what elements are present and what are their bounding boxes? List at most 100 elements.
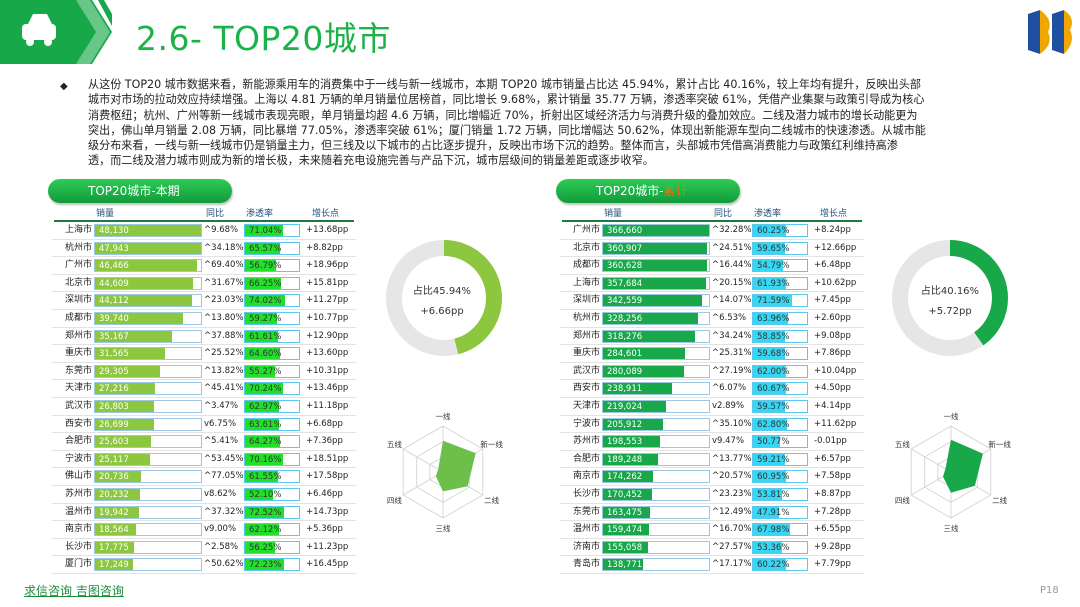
sales-value: 31,565 <box>99 349 129 360</box>
growth-value: +7.36pp <box>306 436 343 447</box>
growth-value: +17.58pp <box>306 471 349 482</box>
yoy-value: ^37.88% <box>204 330 244 341</box>
penetration-bar-track: 62.00% <box>752 364 808 378</box>
sales-bar-track: 26,699 <box>94 417 202 431</box>
table-row: 天津市 219,024 v2.89% 59.57% +4.14pp <box>560 398 864 416</box>
yoy-value: ^23.23% <box>712 489 752 499</box>
row-divider <box>52 256 356 258</box>
penetration-bar <box>245 506 285 518</box>
footer-link[interactable]: 求信咨询 吉图咨询 <box>24 584 124 598</box>
growth-value: +8.24pp <box>814 225 851 235</box>
table-row: 武汉市 26,803 ^3.47% 62.97% +11.18pp <box>52 398 356 416</box>
yoy-value: ^77.05% <box>204 471 244 482</box>
penetration-bar <box>245 242 281 254</box>
sales-value: 219,024 <box>607 402 643 412</box>
row-divider <box>560 273 864 275</box>
city-name: 南京市 <box>572 471 600 482</box>
penetration-bar-track: 59.21% <box>752 452 808 466</box>
city-name: 宁波市 <box>64 453 92 464</box>
left-col-sales: 销量 <box>96 209 115 219</box>
growth-value: +15.81pp <box>306 277 349 288</box>
sales-bar-track: 318,276 <box>602 329 710 343</box>
penetration-bar <box>753 524 790 536</box>
yoy-value: ^25.31% <box>712 348 752 359</box>
yoy-value: ^34.18% <box>204 242 244 253</box>
penetration-bar <box>753 225 786 236</box>
right-donut-sub: +5.72pp <box>928 306 972 317</box>
penetration-value: 59.65% <box>757 243 790 254</box>
penetration-bar-track: 56.79% <box>244 259 300 273</box>
penetration-bar <box>753 541 782 553</box>
yoy-value: v8.62% <box>204 489 237 499</box>
penetration-value: 59.27% <box>249 314 282 324</box>
penetration-bar <box>753 489 783 500</box>
growth-value: +11.62pp <box>814 418 857 429</box>
table-row: 深圳市 342,559 ^14.07% 71.59% +7.45pp <box>560 292 864 310</box>
city-name: 长沙市 <box>572 489 600 499</box>
row-divider <box>560 555 864 557</box>
sales-value: 17,775 <box>99 542 129 553</box>
penetration-value: 70.24% <box>249 384 282 395</box>
header-car-banner <box>0 0 112 64</box>
penetration-bar <box>753 401 786 412</box>
penetration-value: 59.21% <box>757 454 790 465</box>
left-panel-title: TOP20城市-本期 <box>48 179 232 203</box>
brand-logo <box>1028 10 1072 54</box>
paragraph-line: 从这份 TOP20 城市数据来看，新能源乘用车的消费集中于一线与新一线城市，本期… <box>88 78 921 91</box>
growth-value: +6.48pp <box>814 260 851 271</box>
sales-bar <box>95 401 155 412</box>
penetration-bar-track: 58.85% <box>752 329 808 343</box>
sales-value: 366,660 <box>607 226 643 236</box>
yoy-value: ^12.49% <box>712 506 752 517</box>
donut-share-slice <box>386 240 502 356</box>
penetration-bar-track: 72.52% <box>244 505 300 519</box>
penetration-bar-track: 71.59% <box>752 294 808 308</box>
donut-share-slice <box>892 240 1008 356</box>
sales-bar-track: 159,474 <box>602 523 710 537</box>
sales-bar-track: 219,024 <box>602 400 710 413</box>
sales-bar <box>603 242 708 254</box>
sales-value: 357,684 <box>607 278 643 289</box>
sales-bar-track: 155,058 <box>602 540 710 554</box>
penetration-bar-track: 54.79% <box>752 259 808 273</box>
sales-bar <box>95 524 136 536</box>
table-row: 西安市 26,699 v6.75% 63.61% +6.68pp <box>52 416 356 434</box>
city-name: 天津市 <box>64 383 92 394</box>
row-divider <box>52 520 356 522</box>
penetration-bar <box>245 471 279 483</box>
row-divider <box>560 326 864 328</box>
growth-value: +7.45pp <box>814 295 851 306</box>
sales-value: 26,803 <box>99 402 129 412</box>
table-row: 杭州市 328,256 ^6.53% 63.96% +2.60pp <box>560 310 864 328</box>
row-divider <box>560 537 864 539</box>
table-row: 西安市 238,911 ^6.07% 60.67% +4.50pp <box>560 380 864 398</box>
sales-value: 138,771 <box>607 560 643 571</box>
yoy-value: ^6.53% <box>712 313 747 323</box>
sales-bar-track: 19,942 <box>94 505 202 519</box>
table-row: 温州市 159,474 ^16.70% 67.98% +6.55pp <box>560 521 864 539</box>
penetration-value: 55.27% <box>249 366 282 377</box>
right-col-pen: 渗透率 <box>754 209 782 219</box>
penetration-value: 59.68% <box>757 349 790 360</box>
sales-value: 198,553 <box>607 437 643 448</box>
growth-value: +16.45pp <box>306 559 349 570</box>
penetration-bar-track: 55.27% <box>244 364 300 378</box>
radar-axis-label: 四线 <box>387 495 402 505</box>
city-name: 长沙市 <box>64 541 92 552</box>
sales-bar <box>95 418 154 430</box>
sales-value: 342,559 <box>607 296 643 307</box>
row-divider <box>560 344 864 346</box>
sales-value: 44,609 <box>99 278 129 289</box>
city-name: 深圳市 <box>572 295 600 306</box>
sales-bar <box>95 348 165 360</box>
yoy-value: ^37.32% <box>204 506 244 517</box>
table-row: 上海市 48,130 ^9.68% 71.04% +13.68pp <box>52 222 356 240</box>
sales-value: 163,475 <box>607 507 643 518</box>
left-donut-label: 占比45.94% <box>412 286 472 297</box>
penetration-bar-track: 66.25% <box>244 276 300 290</box>
penetration-value: 63.61% <box>249 419 282 430</box>
table-row: 重庆市 284,601 ^25.31% 59.68% +7.86pp <box>560 345 864 363</box>
growth-value: +10.62pp <box>814 277 857 288</box>
row-divider <box>560 484 864 486</box>
